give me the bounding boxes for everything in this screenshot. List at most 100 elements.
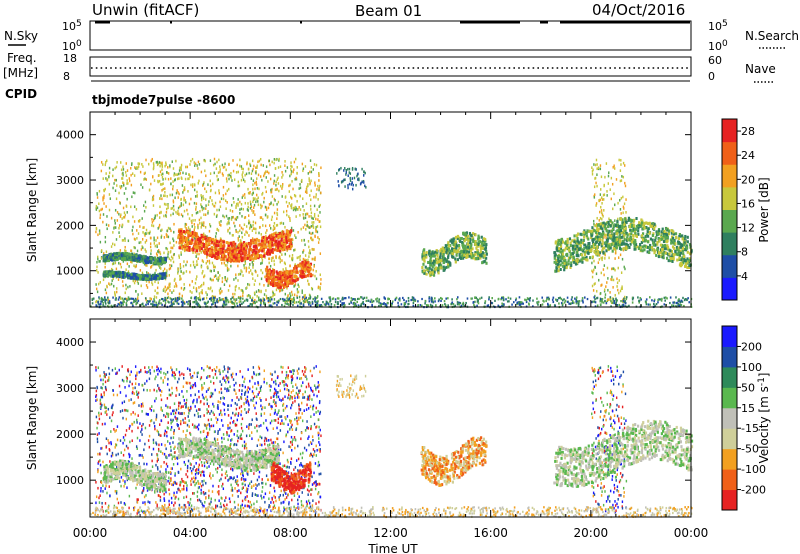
echo-cell [289, 279, 292, 283]
scatter-cell [203, 297, 205, 300]
echo-cell [253, 245, 256, 249]
ground-scatter-cell [318, 304, 321, 307]
scatter-cell [223, 283, 226, 286]
scatter-cell [254, 292, 256, 296]
ground-scatter-cell [251, 303, 254, 306]
ground-scatter-cell [350, 301, 353, 304]
scatter-cell [318, 186, 320, 190]
scatter-cell [264, 213, 267, 217]
scatter-cell [180, 198, 182, 201]
scatter-cell [96, 196, 99, 199]
scatter-cell [195, 202, 198, 205]
echo-cell [208, 242, 211, 246]
scatter-cell [293, 301, 296, 304]
scatter-cell [308, 226, 310, 229]
ground-scatter-cell [508, 300, 510, 303]
ground-scatter-cell [552, 296, 555, 299]
scatter-cell [190, 159, 192, 163]
scatter-cell [206, 259, 209, 263]
ground-scatter-cell [555, 298, 557, 301]
echo-cell [224, 249, 227, 253]
scatter-cell [200, 216, 202, 220]
scatter-cell [102, 302, 104, 305]
scatter-cell [248, 294, 250, 297]
echo-cell [284, 243, 287, 247]
scatter-cell [249, 164, 252, 168]
ground-scatter-cell [568, 302, 570, 305]
scatter-cell [158, 211, 161, 215]
scatter-cell [304, 243, 306, 247]
scatter-cell [306, 189, 308, 192]
scatter-cell [100, 160, 103, 164]
scatter-cell [150, 266, 152, 269]
scatter-cell [168, 267, 171, 271]
echo-cell [237, 254, 240, 258]
echo-cell [150, 260, 153, 264]
scatter-cell [191, 291, 193, 294]
echo-cell [304, 274, 307, 278]
scatter-cell [273, 161, 275, 165]
echo-cell [237, 243, 241, 247]
echo-cell [281, 276, 284, 280]
ground-scatter-cell [314, 300, 316, 303]
scatter-cell [162, 194, 165, 198]
scatter-cell [315, 193, 317, 196]
scatter-cell [272, 294, 274, 298]
echo-cell [293, 275, 296, 279]
echo-cell [194, 231, 197, 235]
scatter-cell [237, 204, 239, 207]
scatter-cell [290, 161, 292, 164]
scatter-cell [167, 172, 170, 175]
scatter-cell [213, 265, 215, 269]
scatter-cell [121, 177, 123, 180]
echo-cell [130, 272, 133, 276]
scatter-cell [132, 215, 134, 219]
scatter-cell [222, 194, 225, 197]
echo-cell [232, 240, 235, 244]
ground-scatter-cell [500, 296, 503, 300]
scatter-cell [241, 235, 244, 239]
scatter-cell [351, 187, 354, 191]
scatter-cell [289, 264, 291, 268]
echo-cell [107, 270, 110, 274]
ground-scatter-cell [257, 299, 260, 302]
scatter-cell [301, 289, 303, 293]
scatter-cell [224, 199, 227, 202]
scatter-cell [100, 208, 102, 212]
echo-cell [128, 256, 131, 260]
ground-scatter-cell [571, 301, 574, 305]
scatter-cell [180, 213, 183, 216]
echo-cell [194, 234, 197, 238]
scatter-cell [112, 168, 114, 172]
scatter-cell [179, 265, 182, 269]
scatter-cell [220, 197, 223, 201]
scatter-cell [600, 284, 602, 287]
scatter-cell [219, 287, 222, 291]
scatter-cell [254, 221, 257, 225]
scatter-cell [113, 291, 116, 294]
scatter-cell [219, 223, 221, 226]
scatter-cell [314, 228, 317, 231]
scatter-cell [340, 166, 342, 170]
echo-cell [270, 280, 273, 284]
ground-scatter-cell [282, 299, 285, 302]
scatter-cell [302, 226, 305, 229]
scatter-cell [209, 179, 211, 183]
echo-cell [220, 256, 223, 260]
scatter-cell [165, 214, 167, 217]
scatter-cell [202, 194, 204, 198]
scatter-cell [97, 255, 99, 259]
scatter-cell [315, 217, 317, 221]
ground-scatter-cell [225, 303, 228, 306]
echo-cell [186, 243, 189, 247]
scatter-cell [617, 288, 619, 292]
echo-cell [440, 247, 443, 251]
scatter-cell [202, 281, 205, 285]
scatter-cell [235, 218, 238, 221]
scatter-cell [124, 291, 126, 295]
echo-cell [302, 262, 305, 266]
ground-scatter-cell [98, 303, 100, 306]
scatter-cell [107, 298, 110, 302]
ground-scatter-cell [195, 297, 198, 300]
scatter-cell [263, 174, 265, 178]
